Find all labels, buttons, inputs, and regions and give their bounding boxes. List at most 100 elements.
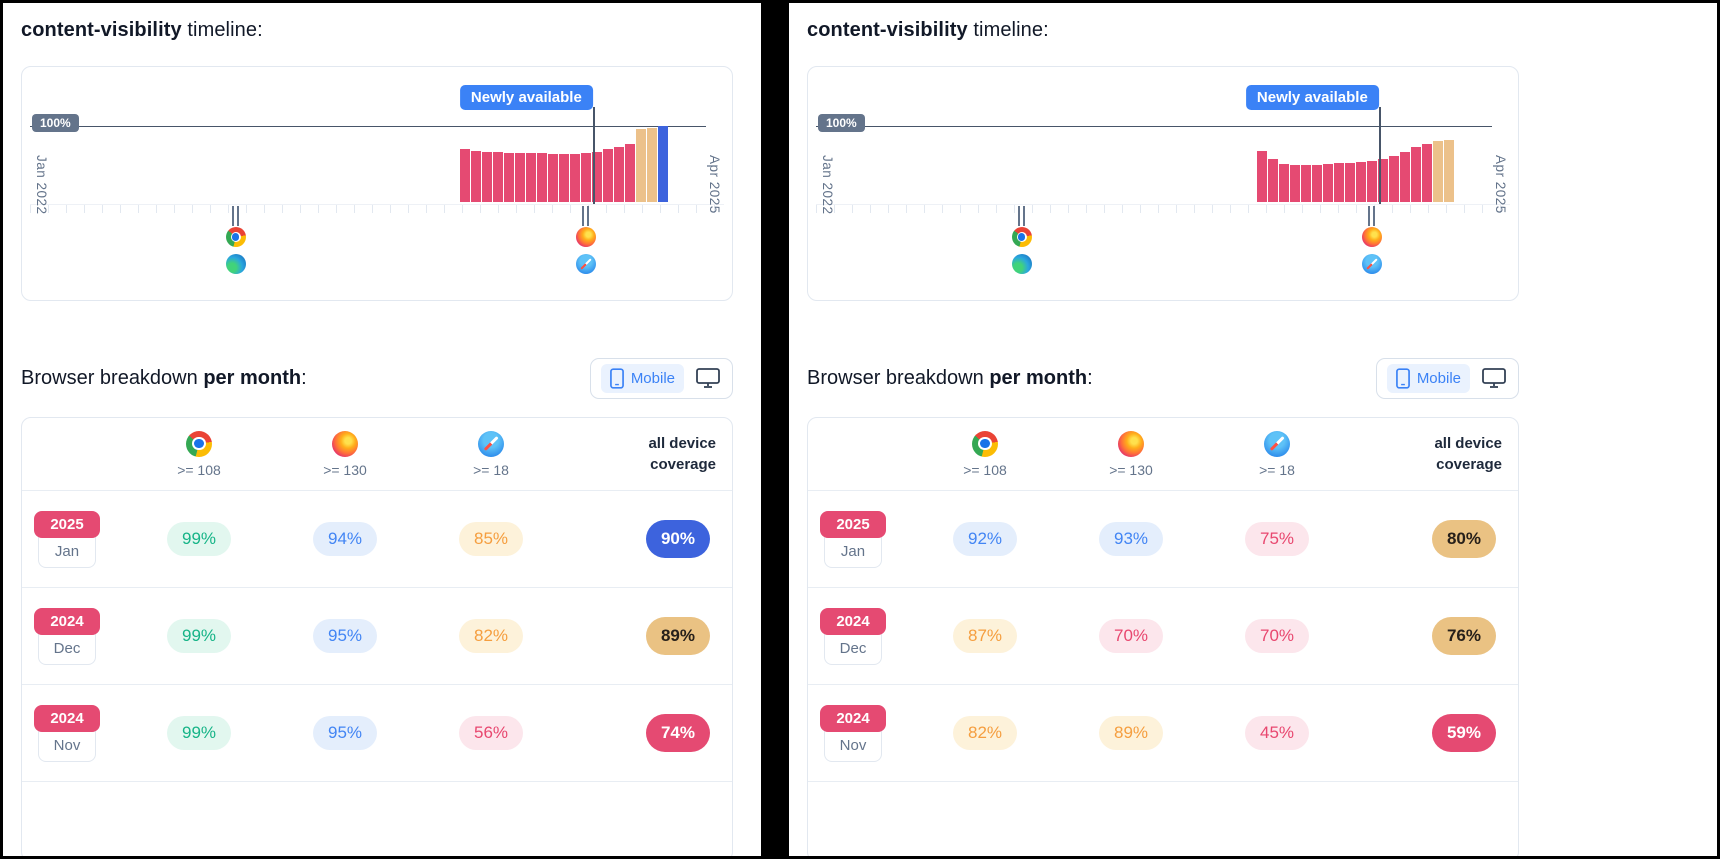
coverage-cell: 74% — [564, 714, 732, 752]
safari-icon — [576, 254, 597, 274]
table-row: 2024 Dec 99% 95% 82% 89% — [22, 587, 732, 684]
breakdown-heading-bold: per month — [203, 366, 302, 389]
timeline-bar — [1334, 163, 1344, 202]
y-axis-100-badge: 100% — [818, 114, 865, 132]
column-header-chrome: >= 108 — [126, 430, 272, 478]
firefox-cell: 94% — [272, 522, 418, 556]
mobile-toggle[interactable]: Mobile — [600, 363, 684, 393]
mobile-phone-icon — [609, 367, 624, 389]
safari-usage-pill: 70% — [1244, 619, 1310, 653]
chrome-usage-pill: 99% — [166, 716, 232, 750]
timeline-bar — [647, 127, 657, 202]
chrome-cell: 99% — [126, 619, 272, 653]
firefox-usage-pill: 89% — [1098, 716, 1164, 750]
firefox-cell: 93% — [1058, 522, 1204, 556]
month-chip: 2024 Dec — [34, 607, 100, 665]
chrome-icon — [225, 227, 246, 247]
coverage-column-header: all device coverage — [1350, 433, 1518, 475]
timeline-bar — [603, 148, 613, 202]
device-toggle[interactable]: Mobile — [1375, 357, 1519, 399]
firefox-version: >= 130 — [323, 461, 367, 478]
release-tick — [1373, 206, 1376, 226]
safari-usage-pill: 85% — [458, 522, 524, 556]
chrome-cell: 82% — [912, 716, 1058, 750]
timeline-bar — [1345, 163, 1355, 202]
release-tick — [582, 206, 585, 226]
timeline-bar — [658, 125, 668, 202]
device-toggle[interactable]: Mobile — [589, 357, 733, 399]
table-header: >= 108 >= 130 >= 18 all device coverage — [808, 418, 1518, 490]
coverage-badge: 80% — [1431, 520, 1496, 558]
safari-version: >= 18 — [1259, 461, 1295, 478]
timeline-bar — [1268, 159, 1278, 202]
coverage-badge: 76% — [1431, 617, 1496, 655]
chrome-usage-pill: 92% — [952, 522, 1018, 556]
timeline-bar — [482, 152, 492, 202]
breakdown-table: >= 108 >= 130 >= 18 all device coverage — [21, 417, 733, 856]
mobile-toggle-label: Mobile — [630, 369, 675, 387]
month-chip: 2024 Nov — [34, 704, 100, 762]
year-badge: 2024 — [34, 607, 100, 635]
axis-end-label: Apr 2025 — [1493, 155, 1508, 214]
safari-cell: 85% — [418, 522, 564, 556]
firefox-usage-pill: 95% — [312, 619, 378, 653]
firefox-cell: 89% — [1058, 716, 1204, 750]
timeline-bar — [460, 148, 470, 202]
timeline-bar — [1323, 163, 1333, 202]
timeline-bar — [1422, 144, 1432, 202]
coverage-badge: 89% — [645, 617, 710, 655]
title-rest: timeline: — [967, 19, 1049, 41]
timeline-bar — [526, 152, 536, 202]
month-chip: 2025 Jan — [34, 510, 100, 568]
table-row-partial — [808, 781, 1518, 856]
firefox-cell: 95% — [272, 619, 418, 653]
breakdown-table: >= 108 >= 130 >= 18 all device coverage — [807, 417, 1519, 856]
mobile-toggle[interactable]: Mobile — [1386, 363, 1470, 393]
newly-available-badge: Newly available — [459, 85, 593, 110]
timeline-bar — [504, 152, 514, 202]
breakdown-heading: Browser breakdown per month: — [21, 367, 307, 390]
timeline-card: 100% Newly available Jan 2022 Apr 2025 — [21, 66, 733, 301]
coverage-badge: 74% — [645, 714, 710, 752]
chrome-usage-pill: 99% — [166, 522, 232, 556]
safari-usage-pill: 45% — [1244, 716, 1310, 750]
panel-left: content-visibility timeline: 100% Newly … — [3, 3, 761, 856]
timeline-bar — [1433, 141, 1443, 202]
coverage-header-line2: coverage — [650, 456, 716, 473]
timeline-bar — [515, 152, 525, 202]
month-chip: 2024 Nov — [820, 704, 886, 762]
breakdown-heading-bold: per month — [989, 366, 1088, 389]
month-chip: 2025 Jan — [820, 510, 886, 568]
year-badge: 2025 — [34, 510, 100, 538]
breakdown-header-row: Browser breakdown per month: Mobile — [807, 357, 1519, 399]
desktop-toggle[interactable] — [1480, 366, 1508, 390]
desktop-monitor-icon — [1482, 368, 1506, 388]
month-label: Dec — [824, 628, 882, 665]
y-axis-100-badge: 100% — [32, 114, 79, 132]
safari-icon — [1362, 254, 1383, 274]
timeline-bar — [1400, 152, 1410, 202]
chrome-cell: 99% — [126, 716, 272, 750]
firefox-usage-pill: 94% — [312, 522, 378, 556]
edge-icon — [1011, 254, 1032, 274]
chrome-cell: 87% — [912, 619, 1058, 653]
desktop-toggle[interactable] — [694, 366, 722, 390]
timeline-bar — [537, 152, 547, 202]
timeline-bar — [1411, 147, 1421, 202]
month-chip: 2024 Dec — [820, 607, 886, 665]
timeline-bar — [1290, 165, 1300, 202]
firefox-icon — [332, 430, 358, 457]
column-header-firefox: >= 130 — [1058, 430, 1204, 478]
column-header-safari: >= 18 — [1204, 430, 1350, 478]
firefox-version: >= 130 — [1109, 461, 1153, 478]
firefox-icon — [576, 227, 597, 247]
month-label: Dec — [38, 628, 96, 665]
column-header-firefox: >= 130 — [272, 430, 418, 478]
timeline-bar — [1301, 165, 1311, 202]
firefox-icon — [1118, 430, 1144, 457]
safari-cell: 45% — [1204, 716, 1350, 750]
coverage-badge: 59% — [1431, 714, 1496, 752]
hundred-percent-line — [30, 126, 706, 127]
chrome-usage-pill: 87% — [952, 619, 1018, 653]
